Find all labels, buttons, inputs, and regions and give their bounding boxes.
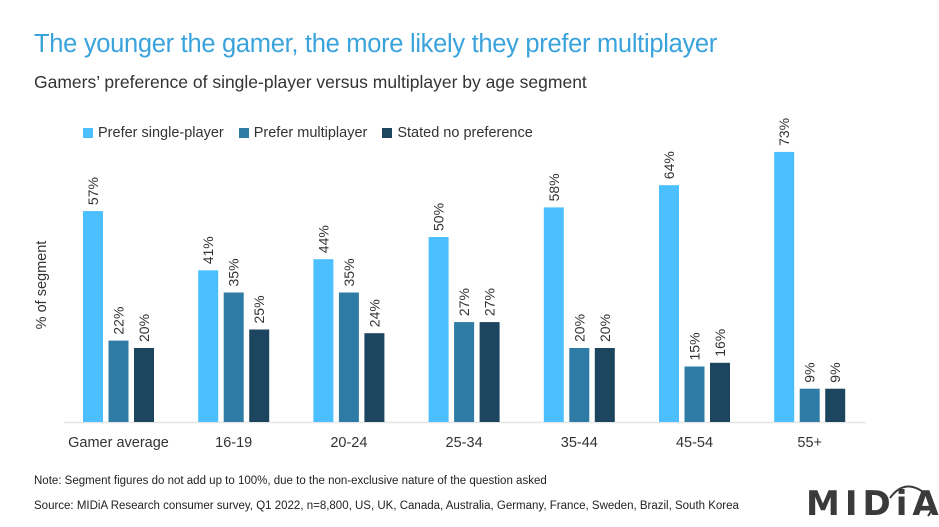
data-label: 35%	[341, 258, 357, 286]
legend-swatch-single	[83, 128, 93, 138]
bar	[825, 388, 846, 422]
data-label: 44%	[315, 225, 331, 253]
bar	[594, 348, 615, 422]
bar	[338, 292, 359, 422]
bar	[710, 362, 730, 422]
bar	[108, 340, 129, 422]
x-tick-label: 35-44	[561, 435, 598, 451]
bar	[543, 207, 564, 422]
bar	[774, 151, 795, 422]
bar	[428, 237, 449, 422]
chart-title: The younger the gamer, the more likely t…	[34, 30, 717, 58]
bar	[83, 211, 103, 422]
legend: Prefer single-player Prefer multiplayer …	[83, 125, 548, 141]
data-label: 16%	[712, 329, 728, 357]
y-axis-title: % of segment	[34, 241, 50, 330]
bar	[249, 329, 270, 422]
bar	[799, 388, 820, 422]
data-label: 41%	[200, 236, 216, 264]
logo-arc-icon	[889, 485, 933, 517]
bar	[569, 348, 590, 422]
data-label: 58%	[546, 173, 562, 201]
data-label: 9%	[802, 362, 818, 382]
data-label: 20%	[597, 314, 613, 342]
data-label: 25%	[251, 295, 267, 323]
data-label: 27%	[456, 288, 472, 316]
legend-item-none: Stated no preference	[382, 125, 533, 141]
bar	[479, 322, 500, 422]
legend-swatch-multi	[238, 128, 249, 138]
x-tick-label: 16-19	[215, 435, 252, 451]
data-label: 64%	[661, 151, 677, 179]
bar	[659, 185, 679, 422]
data-label: 35%	[226, 258, 242, 286]
x-tick-label: 45-54	[676, 435, 713, 451]
bar	[134, 348, 154, 422]
data-label: 20%	[571, 314, 587, 342]
data-label: 73%	[776, 118, 792, 146]
x-tick-label: 20-24	[330, 435, 367, 451]
bar	[223, 292, 244, 422]
bar	[684, 366, 705, 422]
data-label: 50%	[431, 203, 447, 231]
footnote: Note: Segment figures do not add up to 1…	[34, 475, 547, 487]
data-label: 9%	[827, 362, 843, 382]
source-note: Source: MIDiA Research consumer survey, …	[34, 500, 739, 512]
bar	[454, 322, 475, 422]
bar	[364, 333, 385, 422]
midia-logo: MIDiA	[806, 478, 939, 524]
data-label: 15%	[687, 332, 703, 360]
data-label: 57%	[85, 177, 101, 205]
chart-subtitle: Gamers’ preference of single-player vers…	[34, 72, 587, 92]
legend-label-multi: Prefer multiplayer	[253, 125, 368, 141]
bar-chart: % of segment 57% 22% 20% Gamer average 41% 35%…	[34, 118, 866, 451]
data-label: 24%	[366, 299, 382, 327]
data-label: 27%	[482, 288, 498, 316]
logo-text: MIDiA	[806, 484, 939, 524]
bar	[313, 259, 334, 422]
x-tick-label: Gamer average	[68, 435, 169, 451]
legend-label-none: Stated no preference	[397, 125, 533, 141]
legend-item-single: Prefer single-player	[83, 125, 224, 141]
data-label: 22%	[111, 307, 127, 335]
x-tick-label: 25-34	[446, 435, 483, 451]
x-tick-label: 55+	[797, 435, 822, 451]
data-label: 20%	[136, 314, 152, 342]
bar	[198, 270, 219, 422]
legend-swatch-none	[382, 128, 393, 138]
legend-item-multi: Prefer multiplayer	[238, 125, 368, 141]
legend-label-single: Prefer single-player	[98, 125, 224, 141]
